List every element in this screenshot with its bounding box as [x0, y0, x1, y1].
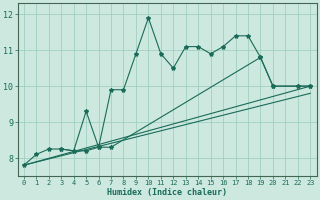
- X-axis label: Humidex (Indice chaleur): Humidex (Indice chaleur): [107, 188, 227, 197]
